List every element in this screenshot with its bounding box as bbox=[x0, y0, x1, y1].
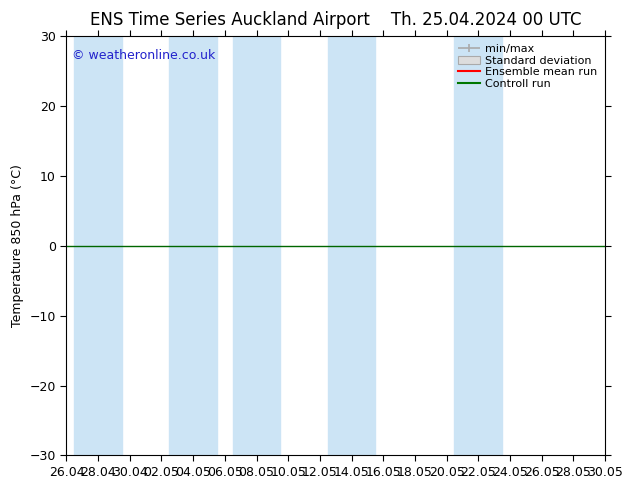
Bar bbox=[74, 36, 122, 456]
Bar bbox=[233, 36, 280, 456]
Bar bbox=[455, 36, 502, 456]
Text: © weatheronline.co.uk: © weatheronline.co.uk bbox=[72, 49, 215, 62]
Y-axis label: Temperature 850 hPa (°C): Temperature 850 hPa (°C) bbox=[11, 165, 24, 327]
Title: ENS Time Series Auckland Airport    Th. 25.04.2024 00 UTC: ENS Time Series Auckland Airport Th. 25.… bbox=[90, 11, 581, 29]
Bar bbox=[328, 36, 375, 456]
Legend: min/max, Standard deviation, Ensemble mean run, Controll run: min/max, Standard deviation, Ensemble me… bbox=[456, 42, 599, 91]
Bar bbox=[169, 36, 217, 456]
